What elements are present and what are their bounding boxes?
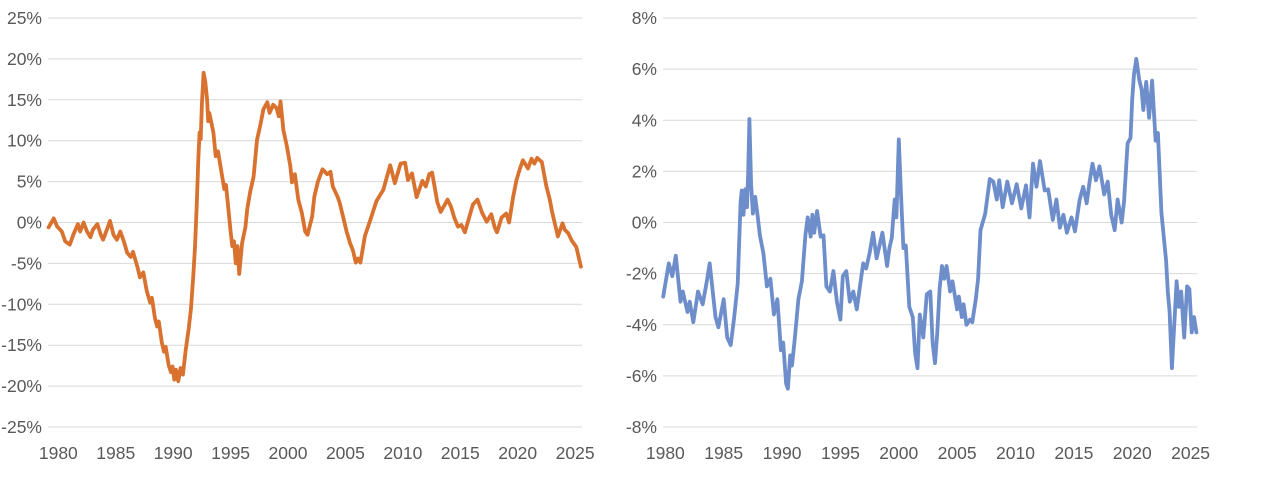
x-axis-tick-label: 2010: [996, 443, 1035, 463]
y-axis-tick-label: 15%: [7, 90, 42, 110]
left-orange-line-chart-series-line: [46, 70, 583, 384]
x-axis-tick-label: 2015: [441, 443, 480, 463]
y-axis-tick-label: 2%: [632, 161, 657, 181]
x-axis-tick-label: 1985: [96, 443, 135, 463]
x-axis-tick-label: 2005: [326, 443, 365, 463]
y-axis-tick-label: 10%: [7, 131, 42, 151]
right-line-chart: 8% 6% 4% 2% 0% -2% -4% -6% -8% 1980 1985 1990 1995 20…: [620, 0, 1280, 483]
y-axis-tick-label: -10%: [1, 294, 42, 314]
x-axis-tick-label: 1990: [154, 443, 193, 463]
y-axis-tick-label: -6%: [626, 366, 657, 386]
x-axis-tick-label: 2000: [879, 443, 918, 463]
y-axis-tick-label: 6%: [632, 59, 657, 79]
x-axis-tick-label: 1995: [821, 443, 860, 463]
y-axis-tick-label: -25%: [1, 417, 42, 437]
x-axis-tick-label: 1980: [646, 443, 685, 463]
y-axis-tick-label: -8%: [626, 417, 657, 437]
x-axis-tick-label: 1980: [39, 443, 78, 463]
x-axis-tick-label: 2005: [938, 443, 977, 463]
x-axis-tick-label: 2010: [383, 443, 422, 463]
y-axis-tick-label: 5%: [17, 172, 42, 192]
x-axis-tick-label: 2025: [556, 443, 595, 463]
y-axis-tick-label: 25%: [7, 8, 42, 28]
y-axis-tick-label: 4%: [632, 110, 657, 130]
right-blue-line-chart-svg: 8% 6% 4% 2% 0% -2% -4% -6% -8% 1980 1985 1990 1995 20…: [626, 8, 1210, 463]
y-axis-tick-label: -20%: [1, 376, 42, 396]
x-axis-tick-label: 2015: [1054, 443, 1093, 463]
y-axis-tick-label: 0%: [632, 213, 657, 233]
y-axis-tick-label: -2%: [626, 264, 657, 284]
x-axis-tick-label: 1995: [211, 443, 250, 463]
y-axis-tick-label: 0%: [17, 213, 42, 233]
y-axis-tick-label: 8%: [632, 8, 657, 28]
y-axis-tick-label: 20%: [7, 49, 42, 69]
x-axis-tick-label: 2025: [1171, 443, 1210, 463]
x-axis-tick-label: 2020: [498, 443, 537, 463]
x-axis-tick-label: 2020: [1113, 443, 1152, 463]
y-axis-tick-label: -4%: [626, 315, 657, 335]
y-axis-tick-label: -15%: [1, 335, 42, 355]
y-axis-tick-label: -5%: [11, 253, 42, 273]
right-blue-line-chart-series-line: [661, 57, 1199, 391]
left-line-chart: 25% 20% 15% 10% 5% 0% -5% -10% -15% -20% -25% 1980 1…: [0, 0, 620, 483]
left-orange-line-chart-svg: 25% 20% 15% 10% 5% 0% -5% -10% -15% -20% -25% 1980 1…: [1, 8, 595, 463]
x-axis-tick-label: 1985: [704, 443, 743, 463]
x-axis-tick-label: 2000: [269, 443, 308, 463]
x-axis-tick-label: 1990: [763, 443, 802, 463]
